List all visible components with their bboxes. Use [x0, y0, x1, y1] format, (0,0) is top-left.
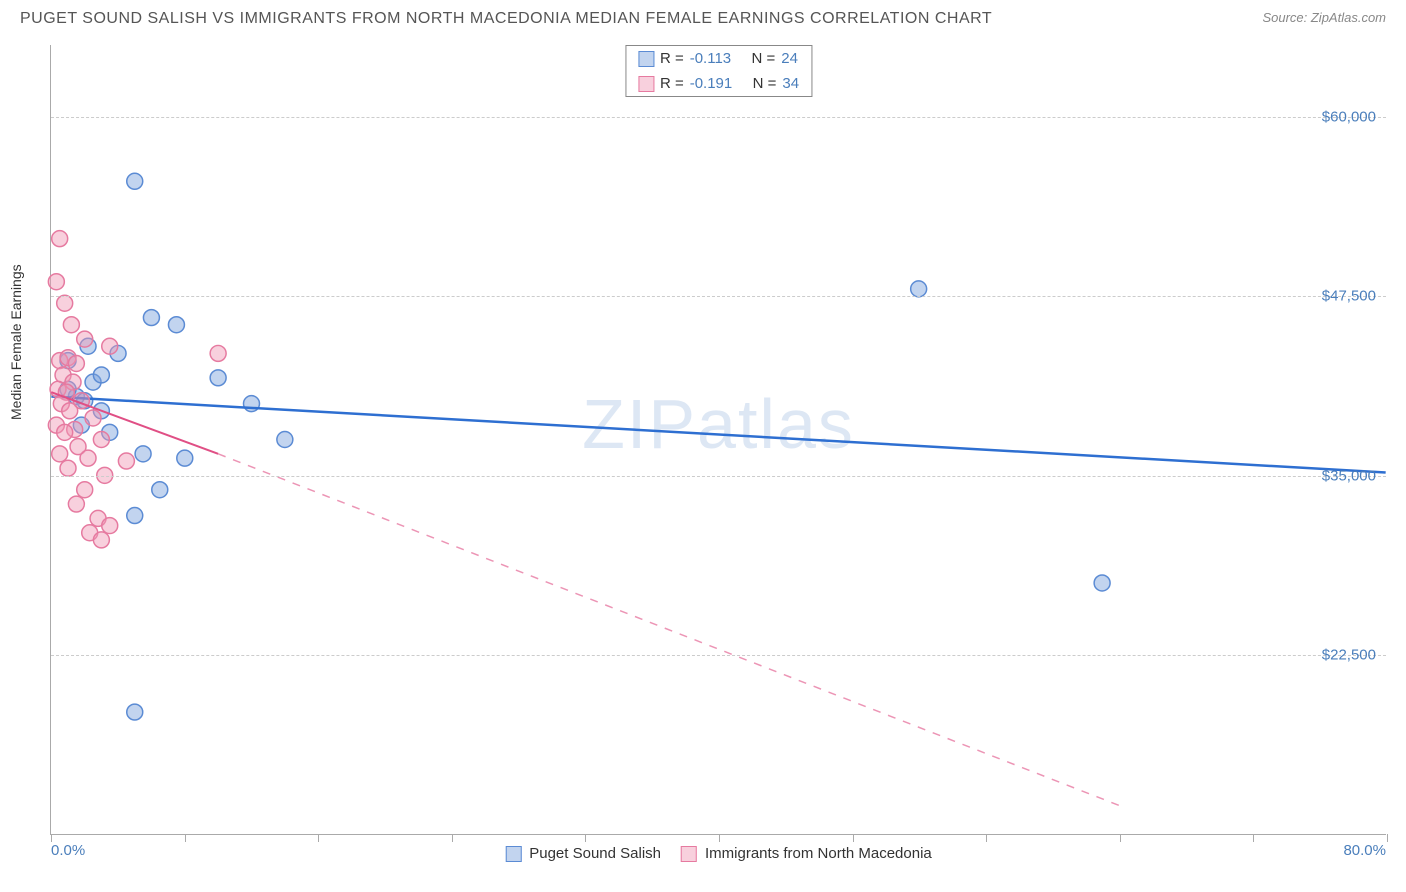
gridline-h: [51, 476, 1386, 477]
scatter-point: [210, 370, 226, 386]
n-value-1: 34: [782, 75, 799, 92]
scatter-point: [77, 482, 93, 498]
correlation-legend: R = -0.113 N = 24 R = -0.191 N = 34: [625, 45, 812, 97]
x-tick: [719, 834, 720, 842]
y-axis-label: Median Female Earnings: [8, 264, 24, 420]
x-tick: [452, 834, 453, 842]
x-tick: [185, 834, 186, 842]
x-tick: [853, 834, 854, 842]
x-axis-start-label: 0.0%: [51, 842, 85, 859]
x-tick: [1120, 834, 1121, 842]
chart-plot-area: ZIPatlas R = -0.113 N = 24 R = -0.191 N …: [50, 45, 1386, 835]
scatter-point: [135, 446, 151, 462]
x-tick: [318, 834, 319, 842]
scatter-point: [48, 274, 64, 290]
scatter-point: [177, 450, 193, 466]
scatter-point: [68, 496, 84, 512]
r-label-0: R =: [660, 50, 684, 67]
trend-line-dashed: [218, 454, 1119, 805]
scatter-point: [127, 173, 143, 189]
legend-name-1: Immigrants from North Macedonia: [705, 845, 932, 862]
legend-row-series-0: R = -0.113 N = 24: [626, 46, 811, 71]
scatter-point: [80, 450, 96, 466]
n-label-1: N =: [753, 75, 777, 92]
scatter-point: [85, 410, 101, 426]
r-value-1: -0.191: [690, 75, 733, 92]
scatter-point: [118, 453, 134, 469]
legend-swatch-1: [638, 76, 654, 92]
legend-swatch-0: [638, 51, 654, 67]
scatter-point: [277, 432, 293, 448]
scatter-point: [60, 460, 76, 476]
scatter-point: [93, 432, 109, 448]
chart-title: PUGET SOUND SALISH VS IMMIGRANTS FROM NO…: [20, 10, 992, 28]
trend-line: [51, 396, 1385, 472]
legend-bottom-swatch-0: [505, 846, 521, 862]
legend-bottom-swatch-1: [681, 846, 697, 862]
x-axis-end-label: 80.0%: [1343, 842, 1386, 859]
legend-item-0: Puget Sound Salish: [505, 845, 661, 862]
scatter-point: [62, 403, 78, 419]
r-label-1: R =: [660, 75, 684, 92]
y-tick-label: $47,500: [1322, 288, 1376, 305]
scatter-point: [102, 338, 118, 354]
x-tick: [986, 834, 987, 842]
n-label-0: N =: [751, 50, 775, 67]
scatter-point: [911, 281, 927, 297]
scatter-point: [63, 317, 79, 333]
scatter-point: [152, 482, 168, 498]
x-tick: [1387, 834, 1388, 842]
scatter-point: [1094, 575, 1110, 591]
r-value-0: -0.113: [690, 50, 731, 67]
gridline-h: [51, 117, 1386, 118]
scatter-point: [210, 345, 226, 361]
scatter-point: [102, 518, 118, 534]
scatter-point: [93, 367, 109, 383]
y-tick-label: $22,500: [1322, 647, 1376, 664]
scatter-point: [77, 331, 93, 347]
source-label: Source: ZipAtlas.com: [1262, 10, 1386, 25]
scatter-point: [68, 355, 84, 371]
gridline-h: [51, 655, 1386, 656]
scatter-point: [93, 532, 109, 548]
x-tick: [585, 834, 586, 842]
scatter-plot-svg: [51, 45, 1386, 834]
scatter-point: [57, 424, 73, 440]
legend-item-1: Immigrants from North Macedonia: [681, 845, 932, 862]
n-value-0: 24: [781, 50, 798, 67]
legend-row-series-1: R = -0.191 N = 34: [626, 71, 811, 96]
scatter-point: [143, 310, 159, 326]
scatter-point: [127, 704, 143, 720]
scatter-point: [57, 295, 73, 311]
scatter-point: [127, 508, 143, 524]
scatter-point: [52, 231, 68, 247]
y-tick-label: $60,000: [1322, 108, 1376, 125]
x-tick: [51, 834, 52, 842]
series-legend: Puget Sound Salish Immigrants from North…: [505, 845, 932, 862]
scatter-point: [168, 317, 184, 333]
scatter-point: [52, 446, 68, 462]
x-tick: [1253, 834, 1254, 842]
gridline-h: [51, 296, 1386, 297]
y-tick-label: $35,000: [1322, 467, 1376, 484]
legend-name-0: Puget Sound Salish: [529, 845, 661, 862]
